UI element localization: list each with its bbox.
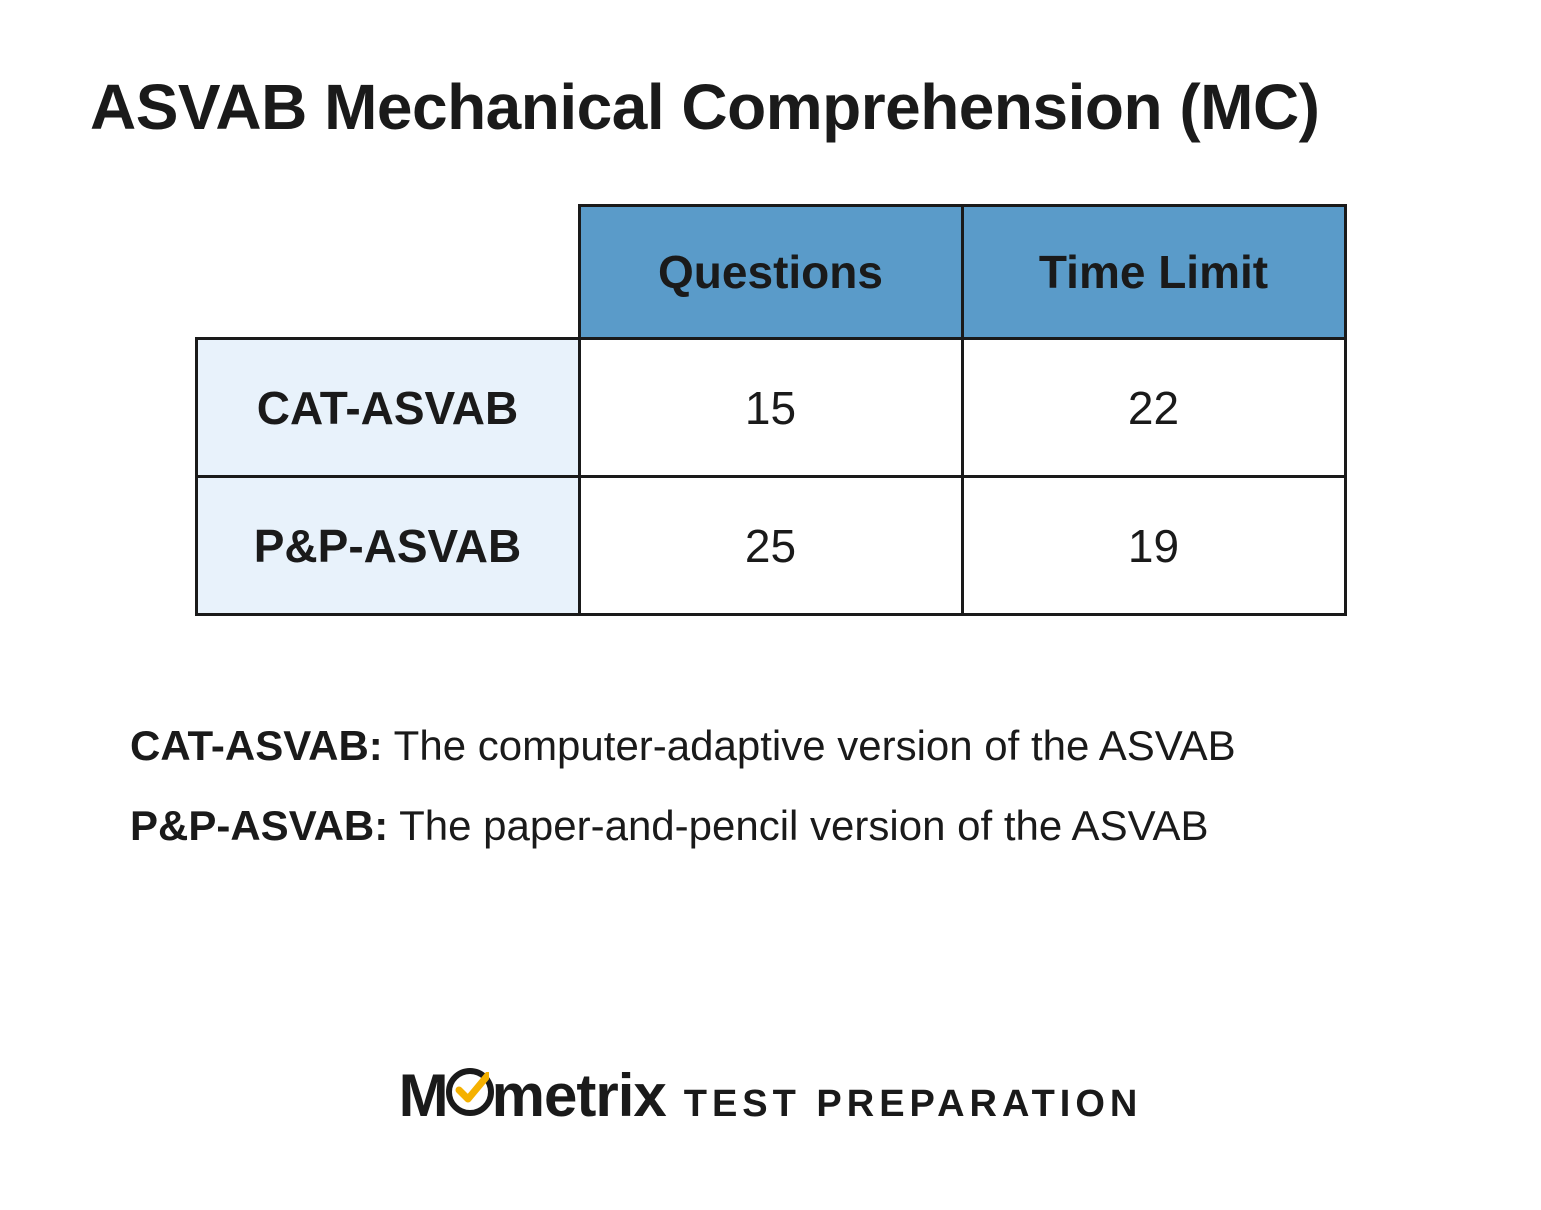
page-root: ASVAB Mechanical Comprehension (MC) Ques… bbox=[0, 0, 1541, 1210]
legend: CAT-ASVAB: The computer-adaptive version… bbox=[130, 706, 1451, 866]
table-header-row: Questions Time Limit bbox=[196, 206, 1345, 339]
col-header-time-limit: Time Limit bbox=[962, 206, 1345, 339]
legend-desc: The computer-adaptive version of the ASV… bbox=[383, 722, 1236, 769]
info-table: Questions Time Limit CAT-ASVAB 15 22 P&P… bbox=[195, 204, 1347, 616]
cell-pp-questions: 25 bbox=[579, 477, 962, 615]
legend-item: CAT-ASVAB: The computer-adaptive version… bbox=[130, 706, 1451, 786]
legend-term: CAT-ASVAB: bbox=[130, 722, 383, 769]
legend-desc: The paper-and-pencil version of the ASVA… bbox=[388, 802, 1208, 849]
legend-item: P&P-ASVAB: The paper-and-pencil version … bbox=[130, 786, 1451, 866]
cell-pp-time: 19 bbox=[962, 477, 1345, 615]
brand-footer: Mmetrix TEST PREPARATION bbox=[90, 1061, 1451, 1150]
cell-cat-time: 22 bbox=[962, 339, 1345, 477]
page-title: ASVAB Mechanical Comprehension (MC) bbox=[90, 70, 1451, 144]
legend-term: P&P-ASVAB: bbox=[130, 802, 388, 849]
row-header-cat-asvab: CAT-ASVAB bbox=[196, 339, 579, 477]
col-header-questions: Questions bbox=[579, 206, 962, 339]
brand-sub: TEST PREPARATION bbox=[684, 1083, 1143, 1126]
row-header-pp-asvab: P&P-ASVAB bbox=[196, 477, 579, 615]
table-row: CAT-ASVAB 15 22 bbox=[196, 339, 1345, 477]
table-row: P&P-ASVAB 25 19 bbox=[196, 477, 1345, 615]
checkmark-o-icon bbox=[446, 1068, 494, 1116]
cell-cat-questions: 15 bbox=[579, 339, 962, 477]
table-corner-cell bbox=[196, 206, 579, 339]
brand-pre: M bbox=[399, 1061, 448, 1130]
brand-main: Mmetrix TEST PREPARATION bbox=[399, 1061, 1143, 1130]
brand-post: metrix bbox=[492, 1061, 666, 1130]
